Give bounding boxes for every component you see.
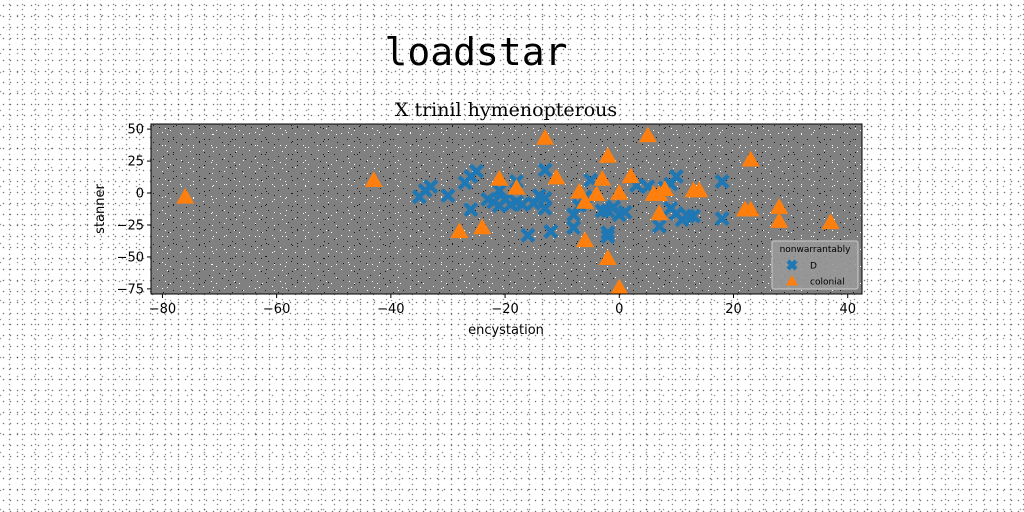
- data-point: [576, 192, 595, 209]
- data-point: [690, 181, 709, 198]
- data-point: [543, 223, 559, 239]
- chart-title: X trinil hymenopterous: [395, 99, 617, 121]
- x-tick-label: −20: [491, 302, 518, 317]
- data-point: [547, 168, 566, 185]
- legend-label: D: [810, 262, 817, 272]
- data-point: [566, 207, 582, 223]
- data-point: [520, 227, 536, 243]
- axis-ticks: −80 −60 −40 −20 0 20 40 −75 −50 −25 0 25 50: [117, 123, 856, 317]
- y-tick-label: −75: [117, 282, 144, 297]
- x-tick-label: −80: [149, 302, 176, 317]
- axes-border: [150, 123, 863, 295]
- data-point: [714, 174, 730, 190]
- y-tick-label: −25: [117, 218, 144, 233]
- data-point: [473, 218, 492, 235]
- x-tick-label: 20: [725, 302, 742, 317]
- x-tick-label: −40: [377, 302, 404, 317]
- data-point: [490, 169, 509, 186]
- data-point: [651, 218, 667, 234]
- data-point: [668, 168, 684, 184]
- data-marks: [176, 126, 840, 295]
- series-0: [411, 162, 730, 244]
- y-tick-label: 25: [127, 155, 144, 170]
- data-point: [566, 220, 582, 236]
- data-point: [469, 163, 485, 179]
- data-point: [514, 197, 530, 213]
- data-point: [655, 180, 674, 196]
- legend-marker: [786, 259, 798, 271]
- data-point: [598, 249, 617, 265]
- y-tick-label: −50: [117, 250, 144, 265]
- series-1: [176, 126, 840, 295]
- y-axis-label: stanner: [93, 184, 108, 234]
- data-point: [450, 222, 469, 239]
- data-point: [600, 228, 616, 244]
- data-point: [650, 204, 669, 221]
- data-point: [570, 182, 589, 199]
- data-point: [537, 200, 553, 216]
- legend-box: [771, 240, 859, 290]
- data-point: [770, 212, 789, 228]
- data-point: [598, 146, 617, 163]
- data-point: [593, 169, 612, 186]
- data-point: [741, 200, 760, 217]
- x-axis-label: encystation: [468, 323, 544, 338]
- x-tick-label: −60: [263, 302, 290, 317]
- data-point: [423, 179, 439, 195]
- x-tick-label: 40: [839, 302, 856, 317]
- y-tick-label: 0: [136, 187, 144, 202]
- data-point: [741, 150, 760, 167]
- legend-title: nonwarrantably: [780, 245, 852, 255]
- data-point: [610, 278, 629, 295]
- legend-label: colonial: [810, 278, 845, 288]
- data-point: [610, 184, 629, 200]
- y-tick-label: 50: [127, 123, 144, 138]
- data-point: [617, 204, 633, 220]
- data-point: [576, 231, 595, 248]
- legend-marker: [786, 275, 798, 286]
- data-point: [507, 178, 526, 195]
- data-point: [463, 202, 479, 218]
- data-point: [176, 187, 195, 204]
- axes-frame: [150, 123, 863, 295]
- data-point: [714, 211, 730, 227]
- data-point: [536, 129, 555, 145]
- data-point: [491, 182, 507, 198]
- data-point: [364, 171, 383, 187]
- data-point: [440, 188, 456, 204]
- data-point: [821, 213, 840, 230]
- data-point: [537, 162, 553, 178]
- x-tick-label: 0: [615, 302, 623, 317]
- data-point: [686, 208, 702, 224]
- data-point: [587, 185, 606, 202]
- data-point: [600, 225, 616, 241]
- data-point: [770, 198, 789, 214]
- figure-suptitle: loadstar: [384, 30, 568, 74]
- data-point: [621, 167, 640, 184]
- data-point: [638, 126, 657, 143]
